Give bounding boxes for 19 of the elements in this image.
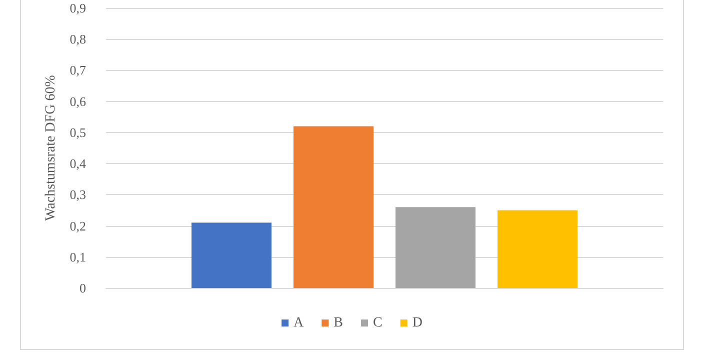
bar [498, 210, 578, 288]
legend-label: C [373, 316, 382, 330]
bar [192, 222, 272, 288]
y-tick-label: 0,8 [70, 32, 86, 47]
legend-label: B [334, 316, 344, 330]
y-tick-label: 0,7 [70, 62, 86, 78]
bar [294, 126, 374, 288]
y-tick-label: 0,9 [70, 0, 86, 16]
y-tick-label: 0,6 [70, 94, 86, 109]
legend-label: D [412, 316, 422, 330]
bar [396, 207, 476, 288]
legend-label: A [294, 316, 305, 330]
y-tick-label: 0 [80, 280, 86, 296]
y-tick-label: 0,1 [70, 249, 86, 264]
y-tick-label: 0,3 [70, 187, 86, 202]
y-axis-title: Wachstumsrate DFG 60% [44, 74, 58, 221]
y-tick-label: 0,4 [70, 156, 86, 172]
y-tick-label: 0,2 [70, 218, 86, 234]
y-tick-label: 0,5 [70, 124, 86, 140]
